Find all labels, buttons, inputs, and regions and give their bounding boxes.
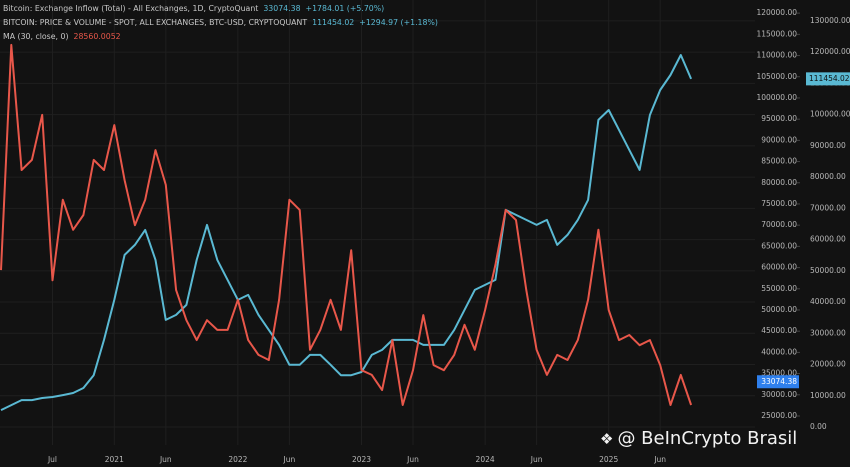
x-tick-label: Jun (406, 455, 419, 464)
y-tick-label: 35000.00 (761, 369, 797, 378)
y2-tick-label: 80000.00 (810, 172, 846, 181)
legend-row: MA (30, close, 0) 28560.0052 (3, 30, 443, 44)
y2-tick-label: 30000.00 (810, 328, 846, 337)
legend-change: +1784.01 (+5.70%) (305, 4, 385, 13)
legend-row: BITCOIN: PRICE & VOLUME - SPOT, ALL EXCH… (3, 16, 443, 30)
x-tick-label: 2023 (352, 455, 371, 464)
y-tick-label: 55000.00 (761, 284, 797, 293)
inflow-tag-label: 33074.38 (761, 377, 797, 386)
y-tick-label: 100000.00 (756, 93, 797, 102)
price-tag-label: 111454.02 (809, 74, 850, 83)
price-tag (806, 72, 850, 86)
series-line (0, 43, 693, 406)
legend-value: 33074.38 (263, 4, 301, 13)
x-tick-label: Jun (653, 455, 666, 464)
x-tick-label: Jun (283, 455, 296, 464)
y2-tick-label: 100000.00 (810, 110, 850, 119)
x-tick-label: Jun (530, 455, 543, 464)
y-tick-label: 120000.00 (756, 8, 797, 17)
watermark-text: @ BeInCrypto Brasil (617, 428, 798, 449)
x-tick-label: 2021 (105, 455, 124, 464)
y2-tick-label: 60000.00 (810, 235, 846, 244)
y-tick-label: 75000.00 (761, 199, 797, 208)
y-tick-label: 105000.00 (756, 72, 797, 81)
y-tick-label: 45000.00 (761, 326, 797, 335)
y2-tick-label: 40000.00 (810, 297, 846, 306)
y-tick-label: 25000.00 (761, 411, 797, 420)
legend-value: 28560.0052 (73, 32, 121, 41)
inflow-tag (757, 375, 799, 389)
y2-tick-label: 50000.00 (810, 266, 846, 275)
legend: Bitcoin: Exchange Inflow (Total) - All E… (3, 2, 443, 44)
y2-tick-label: 0.00 (810, 422, 827, 431)
legend-value: 111454.02 (312, 18, 355, 27)
series-line (0, 54, 693, 411)
logo: ❖ (600, 430, 614, 448)
x-tick-label: 2024 (476, 455, 495, 464)
legend-name: Bitcoin: Exchange Inflow (Total) - All E… (3, 4, 259, 13)
y-tick-label: 115000.00 (756, 29, 797, 38)
y-tick-label: 65000.00 (761, 241, 797, 250)
y-tick-label: 60000.00 (761, 263, 797, 272)
y-tick-label: 95000.00 (761, 114, 797, 123)
y-tick-label: 85000.00 (761, 157, 797, 166)
y-tick-label: 40000.00 (761, 347, 797, 356)
watermark: ❖ @ BeInCrypto Brasil (600, 428, 797, 449)
y2-tick-label: 10000.00 (810, 391, 846, 400)
legend-change: +1294.97 (+1.18%) (359, 18, 438, 27)
y2-tick-label: 130000.00 (810, 16, 850, 25)
y2-tick-label: 120000.00 (810, 47, 850, 56)
y2-tick-label: 90000.00 (810, 141, 846, 150)
y2-tick-label: 20000.00 (810, 360, 846, 369)
y2-tick-label: 70000.00 (810, 203, 846, 212)
x-tick-label: Jun (159, 455, 172, 464)
legend-name: BITCOIN: PRICE & VOLUME - SPOT, ALL EXCH… (3, 18, 308, 27)
y-tick-label: 110000.00 (756, 51, 797, 60)
legend-name: MA (30, close, 0) (3, 32, 69, 41)
y-tick-label: 90000.00 (761, 135, 797, 144)
y-tick-label: 70000.00 (761, 220, 797, 229)
x-tick-label: 2025 (599, 455, 618, 464)
y-tick-label: 80000.00 (761, 178, 797, 187)
legend-row: Bitcoin: Exchange Inflow (Total) - All E… (3, 2, 443, 16)
x-tick-label: 2022 (228, 455, 247, 464)
x-tick-label: Jul (47, 455, 57, 464)
y-tick-label: 30000.00 (761, 390, 797, 399)
y-tick-label: 50000.00 (761, 305, 797, 314)
